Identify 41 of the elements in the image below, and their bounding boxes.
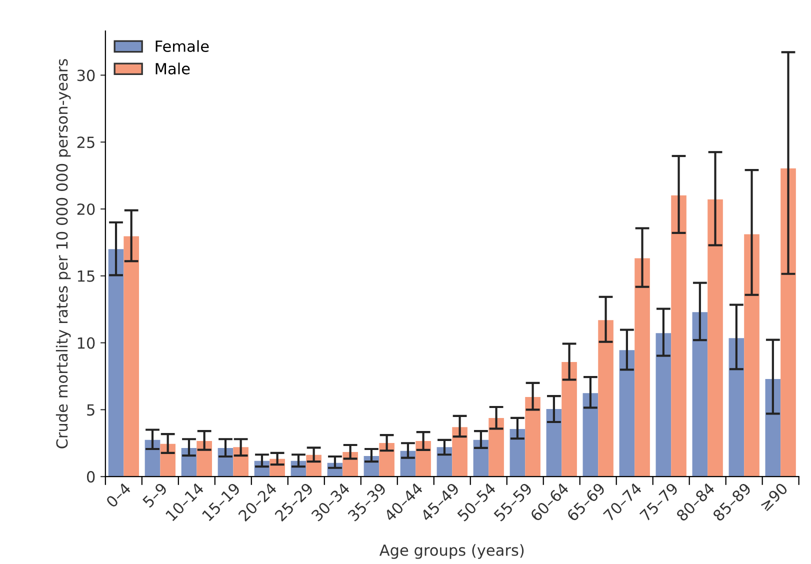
bar [218,448,234,477]
bar [671,195,686,477]
bar [692,312,708,477]
bar [452,427,468,477]
x-tick-label: 5–9 [142,482,168,508]
bar [582,393,598,477]
y-tick-label: 25 [77,136,94,148]
y-tick-label: 10 [78,337,95,349]
bar [124,236,140,477]
bar [108,249,124,477]
x-tick-label: 0–4 [105,482,132,508]
bar [160,444,176,477]
bar [780,168,796,477]
bar [510,428,526,477]
bar [546,409,562,477]
bar [473,440,489,477]
bar [436,447,452,477]
bar [765,379,781,477]
bar [598,320,614,477]
bar [728,338,744,477]
bar [562,362,577,477]
bar [525,396,540,477]
bar [744,234,760,477]
y-tick-label: 5 [87,404,94,416]
bar [144,440,160,477]
legend-label: Female [156,40,209,52]
bar [379,442,394,477]
legend-label: Male [156,62,190,74]
bar [634,258,650,477]
bar [656,333,672,477]
y-axis-title: Crude mortality rates per 10 000 000 person-years [56,59,71,448]
y-tick-label: 20 [77,203,95,215]
bar [488,418,504,477]
y-tick-label: 0 [86,471,95,483]
bar [708,199,723,477]
y-tick-label: 30 [77,70,95,82]
bar [196,440,212,477]
y-tick-label: 15 [78,270,94,282]
x-axis-title: Age groups (years) [379,544,524,559]
bar [416,440,431,477]
bar [619,350,635,477]
